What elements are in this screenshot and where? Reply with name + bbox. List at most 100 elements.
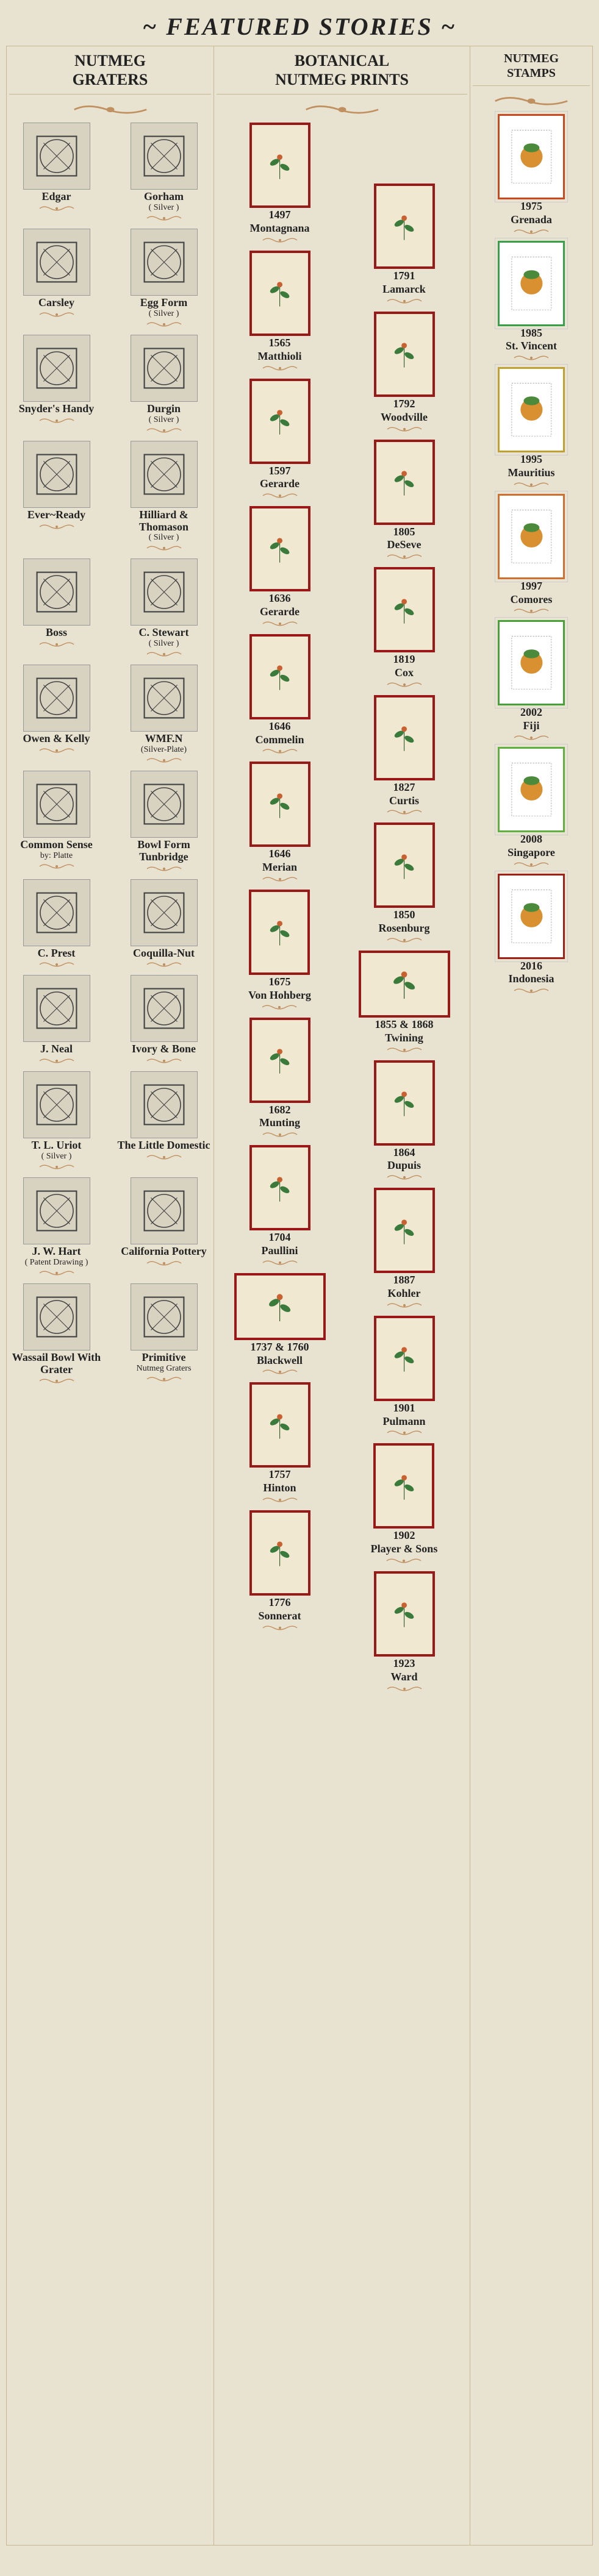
grater-item[interactable]: Owen & Kelly <box>9 665 104 756</box>
grater-item[interactable]: Bowl Form Tunbridge <box>117 771 211 874</box>
print-item[interactable]: 1646Merian <box>249 762 310 885</box>
stamp-item[interactable]: 1985St. Vincent <box>498 241 565 363</box>
print-item[interactable]: 1497Montagnana <box>249 123 310 246</box>
grater-label: Egg Form <box>117 297 211 309</box>
print-year: 1887 <box>374 1274 435 1286</box>
flourish-icon <box>380 297 429 305</box>
grater-item[interactable]: Snyder's Handy <box>9 335 104 426</box>
grater-item[interactable]: Ivory & Bone <box>117 975 211 1066</box>
print-item[interactable]: 1636Gerarde <box>249 506 310 629</box>
grater-item[interactable]: Egg Form( Silver ) <box>117 229 211 330</box>
print-name: Cox <box>374 667 435 679</box>
grater-image <box>23 665 90 732</box>
flourish-icon <box>32 204 81 213</box>
print-item[interactable]: 1757Hinton <box>249 1382 310 1505</box>
grater-item[interactable]: Edgar <box>9 123 104 214</box>
stamp-item[interactable]: 2008Singapore <box>498 747 565 869</box>
grater-image <box>131 441 198 508</box>
print-item[interactable]: 1791Lamarck <box>374 184 435 307</box>
print-item[interactable]: 1855 & 1868Twining <box>359 951 450 1055</box>
print-image <box>249 506 310 591</box>
flourish-icon <box>32 640 81 649</box>
stamp-item[interactable]: 1995Mauritius <box>498 367 565 489</box>
print-image <box>374 695 435 780</box>
grater-item[interactable]: The Little Domestic <box>117 1071 211 1163</box>
grater-item[interactable]: J. Neal <box>9 975 104 1066</box>
grater-item[interactable]: Coquilla-Nut <box>117 879 211 971</box>
print-item[interactable]: 1805DeSeve <box>374 440 435 563</box>
grater-label: Boss <box>9 627 104 639</box>
grater-item[interactable]: Common Senseby: Platte <box>9 771 104 872</box>
print-item[interactable]: 1792Woodville <box>374 312 435 435</box>
flourish-icon <box>379 1557 428 1565</box>
print-item[interactable]: 1864Dupuis <box>374 1060 435 1183</box>
stamp-item[interactable]: 2002Fiji <box>498 620 565 742</box>
grater-item[interactable]: Ever~Ready <box>9 441 104 532</box>
stamp-country: Singapore <box>498 847 565 859</box>
print-item[interactable]: 1819Cox <box>374 567 435 690</box>
print-image <box>249 890 310 975</box>
print-item[interactable]: 1776Sonnerat <box>249 1510 310 1633</box>
print-name: Blackwell <box>234 1355 326 1367</box>
flourish-icon <box>140 320 188 329</box>
stamp-item[interactable]: 1997Comores <box>498 494 565 616</box>
stamp-year: 1995 <box>498 454 565 466</box>
grater-sublabel: by: Platte <box>9 851 104 861</box>
grater-label: Gorham <box>117 191 211 203</box>
grater-item[interactable]: Wassail Bowl With Grater <box>9 1283 104 1387</box>
print-item[interactable]: 1827Curtis <box>374 695 435 818</box>
flourish-icon <box>507 354 556 362</box>
grater-label: Durgin <box>117 403 211 415</box>
stamp-country: Indonesia <box>498 973 565 985</box>
flourish-icon <box>380 552 429 561</box>
grater-sublabel: ( Silver ) <box>117 639 211 649</box>
grater-item[interactable]: PrimitiveNutmeg Graters <box>117 1283 211 1385</box>
grater-item[interactable]: C. Stewart( Silver ) <box>117 558 211 660</box>
flourish-icon <box>32 1269 81 1277</box>
flourish-icon <box>256 491 304 500</box>
grater-item[interactable]: J. W. Hart( Patent Drawing ) <box>9 1177 104 1279</box>
print-item[interactable]: 1901Pulmann <box>374 1316 435 1439</box>
grater-item[interactable]: C. Prest <box>9 879 104 971</box>
print-image <box>374 1571 435 1657</box>
grater-item[interactable]: Gorham( Silver ) <box>117 123 211 224</box>
flourish-icon <box>140 544 188 552</box>
print-item[interactable]: 1682Munting <box>249 1018 310 1141</box>
grater-image <box>131 558 198 626</box>
grater-image <box>131 879 198 946</box>
print-item[interactable]: 1565Matthioli <box>249 251 310 374</box>
stamp-image <box>498 367 565 452</box>
print-item[interactable]: 1887Kohler <box>374 1188 435 1311</box>
grater-label: The Little Domestic <box>117 1140 211 1152</box>
print-year: 1819 <box>374 654 435 666</box>
stamp-item[interactable]: 2016Indonesia <box>498 874 565 996</box>
print-year: 1902 <box>371 1530 438 1542</box>
flourish-icon <box>32 746 81 755</box>
flourish-icon <box>256 619 304 628</box>
print-item[interactable]: 1902Player & Sons <box>371 1443 438 1566</box>
print-image <box>374 1188 435 1273</box>
print-item[interactable]: 1850Rosenburg <box>374 822 435 946</box>
grater-item[interactable]: Durgin( Silver ) <box>117 335 211 436</box>
grater-image <box>23 1177 90 1244</box>
grater-label: California Pottery <box>117 1246 211 1258</box>
grater-item[interactable]: Carsley <box>9 229 104 320</box>
grater-item[interactable]: Boss <box>9 558 104 650</box>
stamp-image <box>498 241 565 326</box>
grater-label: C. Prest <box>9 947 104 960</box>
grater-item[interactable]: California Pottery <box>117 1177 211 1269</box>
print-item[interactable]: 1737 & 1760Blackwell <box>234 1273 326 1378</box>
grater-item[interactable]: WMF.N(Silver-Plate) <box>117 665 211 766</box>
grater-item[interactable]: Hilliard & Thomason( Silver ) <box>117 441 211 554</box>
print-item[interactable]: 1646Commelin <box>249 634 310 757</box>
flourish-icon <box>380 680 429 689</box>
stamps-list: 1975Grenada1985St. Vincent1995Mauritius1… <box>498 114 565 1000</box>
print-item[interactable]: 1675Von Hohberg <box>248 890 311 1013</box>
stamp-country: Comores <box>498 594 565 606</box>
print-item[interactable]: 1597Gerarde <box>249 379 310 502</box>
grater-item[interactable]: T. L. Uriot( Silver ) <box>9 1071 104 1172</box>
stamp-item[interactable]: 1975Grenada <box>498 114 565 236</box>
print-item[interactable]: 1923Ward <box>374 1571 435 1694</box>
print-image <box>249 762 310 847</box>
print-item[interactable]: 1704Paullini <box>249 1145 310 1268</box>
